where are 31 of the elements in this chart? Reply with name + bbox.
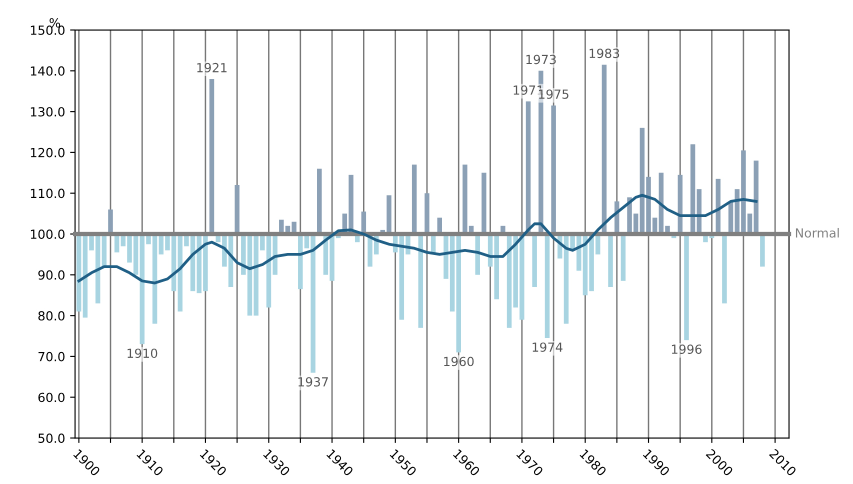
y-tick-label: 110.0 [30,188,65,198]
bar [456,234,461,352]
annotation: 1973 [526,54,556,64]
annotation: 1983 [590,48,620,58]
y-tick-label: 120.0 [30,148,65,158]
annotation: 1960 [444,356,474,366]
bar [532,234,537,288]
y-tick-label: 70.0 [38,352,65,362]
ref-line-label: Normal [796,228,839,238]
bar [722,234,727,304]
annotation: 1910 [128,348,158,358]
y-tick-label: 150.0 [30,25,65,35]
bar [760,234,765,267]
bar [418,234,424,328]
y-tick-label: 60.0 [38,392,65,402]
y-tick-label: 100.0 [30,229,65,239]
y-tick-label: 80.0 [38,311,65,321]
bar [684,234,689,340]
y-tick-label: 140.0 [30,66,65,76]
annotation: 1996 [672,344,702,354]
line-series [77,194,758,284]
annotation: 1921 [197,62,227,72]
annotation: 1937 [298,377,328,387]
y-tick-label: 130.0 [30,107,65,117]
bar [620,234,626,281]
annotation: 1974 [532,342,562,352]
bar [608,234,613,288]
y-axis-title: % [50,18,60,28]
y-tick-label: 50.0 [38,433,65,443]
bar [544,234,550,338]
y-tick-label: 90.0 [38,270,65,280]
